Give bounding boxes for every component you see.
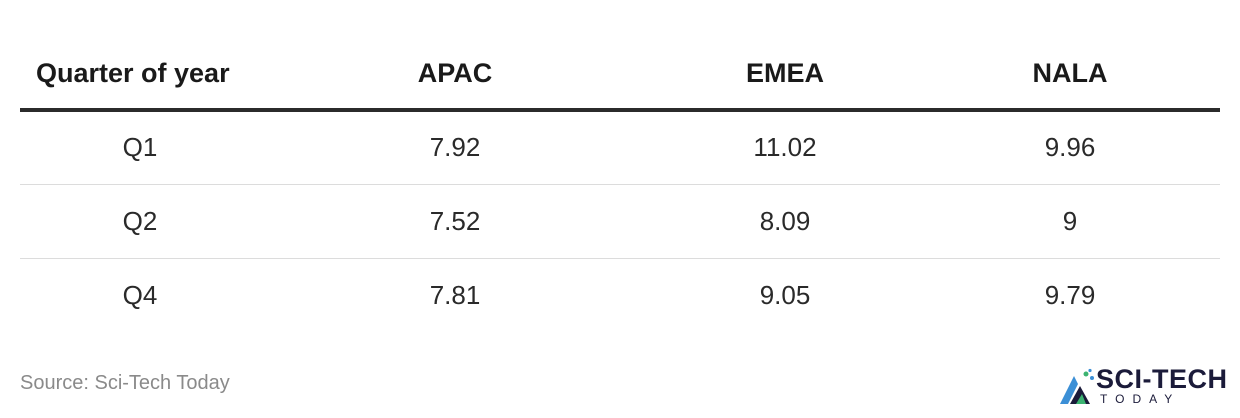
data-table-container: Quarter of year APAC EMEA NALA Q1 7.92 1… — [20, 38, 1220, 332]
table-cell-quarter: Q1 — [122, 132, 158, 163]
column-header-quarter: Quarter of year — [36, 57, 230, 88]
table-cell-emea: 9.05 — [759, 279, 811, 310]
table-cell-nala: 9.79 — [1044, 279, 1096, 310]
table-cell-nala: 9 — [1062, 205, 1078, 236]
table-row: Q2 7.52 8.09 9 — [20, 184, 1220, 258]
source-caption: Source: Sci-Tech Today — [20, 372, 230, 394]
table-cell-nala: 9.96 — [1044, 132, 1096, 163]
table-cell-apac: 7.81 — [429, 279, 481, 310]
column-header-apac: APAC — [417, 57, 493, 88]
table-header-row: Quarter of year APAC EMEA NALA — [20, 38, 1220, 110]
table-cell-emea: 11.02 — [753, 132, 817, 163]
table-row: Q4 7.81 9.05 9.79 — [20, 258, 1220, 332]
table-cell-quarter: Q4 — [122, 279, 158, 310]
table-row: Q1 7.92 11.02 9.96 — [20, 110, 1220, 184]
table-cell-apac: 7.52 — [429, 205, 481, 236]
table-cell-emea: 8.09 — [759, 205, 811, 236]
logo-subtext: TODAY — [1100, 392, 1181, 406]
logo-text: SCI-TECH — [1096, 364, 1228, 394]
table-cell-apac: 7.92 — [429, 132, 481, 163]
data-table: Quarter of year APAC EMEA NALA Q1 7.92 1… — [20, 38, 1220, 332]
column-header-nala: NALA — [1032, 57, 1108, 88]
column-header-emea: EMEA — [745, 57, 824, 88]
sci-tech-today-logo: SCI-TECH TODAY — [1056, 364, 1234, 408]
table-cell-quarter: Q2 — [122, 205, 158, 236]
logo-mark-icon — [1060, 368, 1094, 404]
